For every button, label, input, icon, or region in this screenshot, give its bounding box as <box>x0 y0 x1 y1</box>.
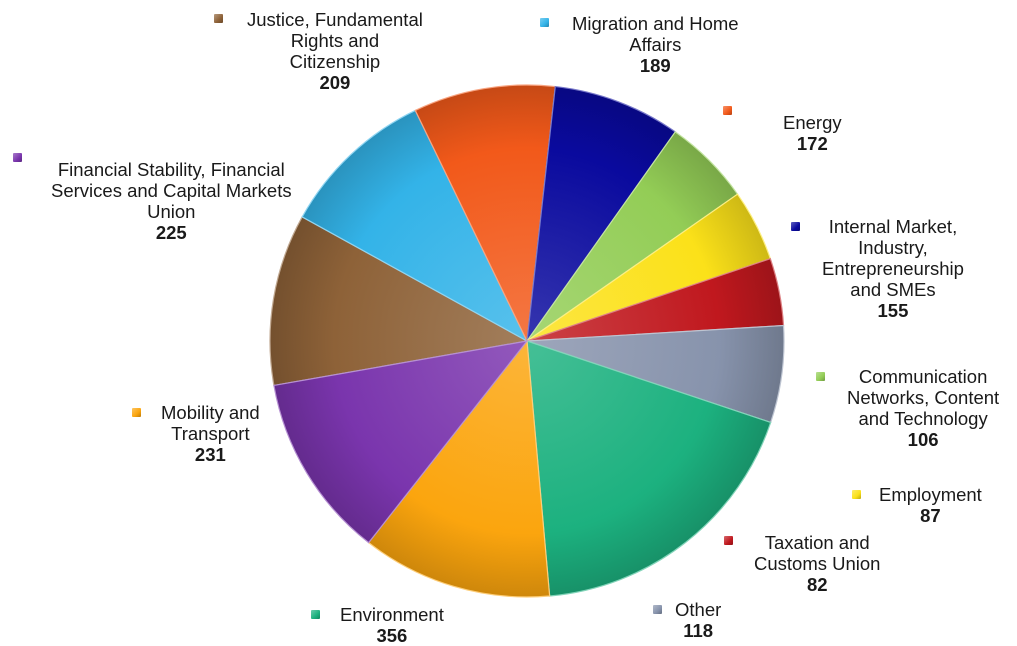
data-label-value: 189 <box>639 55 671 76</box>
data-label-value: 118 <box>683 620 714 641</box>
data-label-name-line: Mobility and <box>161 402 260 423</box>
data-label-value: 82 <box>806 574 828 595</box>
data-label-taxation-and-customs-union: Taxation and Customs Union 82 <box>754 532 880 595</box>
label-swatch-energy <box>723 106 732 115</box>
pie-slice-mobility-and-transport <box>367 339 551 598</box>
pie-slice-environment <box>526 340 772 597</box>
data-label-name-line: Migration and Home <box>572 13 739 34</box>
data-label-name-line: Transport <box>171 423 250 444</box>
label-swatch-employment <box>852 490 861 499</box>
data-label-name-line: and SMEs <box>850 279 936 300</box>
data-label-value: 155 <box>877 300 909 321</box>
label-swatch-justice-fundamental-rights-and-citizenship <box>214 14 223 23</box>
data-label-value: 209 <box>319 72 351 93</box>
data-label-name-line: Internal Market, <box>828 216 958 237</box>
data-label-communication-networks-content-and-technology: Communication Networks, Content and Techno… <box>847 366 999 450</box>
data-label-name-line: Citizenship <box>289 51 381 72</box>
label-swatch-communication-networks-content-and-technology <box>816 372 825 381</box>
data-label-value: 225 <box>155 222 187 243</box>
data-label-energy: Energy 172 <box>783 112 842 154</box>
data-label-name-line: Entrepreneurship <box>822 258 964 279</box>
data-label-internal-market-industry-entrepreneurship-and-smes: Internal Market, Industry, Entrepreneurshi… <box>822 216 964 321</box>
data-label-name-line: Employment <box>879 484 982 505</box>
data-label-other: Other 118 <box>675 599 721 641</box>
data-label-financial-stability-financial-services-and-capital-markets-union: Financial Stability, Financial Services a… <box>51 159 292 243</box>
data-label-name-line: Services and Capital Markets <box>51 180 292 201</box>
data-label-name-line: Communication <box>858 366 988 387</box>
data-label-name-line: Customs Union <box>754 553 881 574</box>
data-label-name-line: Industry, <box>858 237 928 258</box>
data-label-value: 356 <box>376 625 408 646</box>
data-label-name-line: Energy <box>783 112 842 133</box>
pie-slice-internal-market-industry-entrepreneurship-and-smes <box>526 85 677 344</box>
pie-slice-justice-fundamental-rights-and-citizenship <box>269 216 529 387</box>
label-swatch-internal-market-industry-entrepreneurship-and-smes <box>791 222 800 231</box>
pie-slice-migration-and-home-affairs <box>301 109 529 343</box>
data-label-value: 172 <box>796 133 828 154</box>
data-label-name-line: Networks, Content <box>847 387 1000 408</box>
data-label-name-line: and Technology <box>858 408 988 429</box>
label-swatch-taxation-and-customs-union <box>724 536 733 545</box>
data-label-mobility-and-transport: Mobility and Transport 231 <box>161 402 260 465</box>
data-label-name-line: Other <box>675 599 722 620</box>
pie-slices <box>269 84 785 598</box>
data-label-value: 106 <box>907 429 939 450</box>
data-label-employment: Employment 87 <box>879 484 982 526</box>
label-swatch-other <box>653 605 662 614</box>
label-swatch-financial-stability-financial-services-and-capital-markets-union <box>13 153 22 162</box>
data-label-name-line: Financial Stability, Financial <box>57 159 285 180</box>
data-label-value: 231 <box>194 444 226 465</box>
data-label-name-line: Taxation and <box>764 532 870 553</box>
pie-slice-energy <box>414 84 556 344</box>
pie-slice-financial-stability-financial-services-and-capital-markets-union <box>273 340 529 544</box>
data-label-name-line: Justice, Fundamental <box>247 9 423 30</box>
label-swatch-migration-and-home-affairs <box>540 18 549 27</box>
data-label-environment: Environment 356 <box>340 604 444 646</box>
data-label-justice-fundamental-rights-and-citizenship: Justice, Fundamental Rights and Citizenshi… <box>247 9 423 93</box>
data-label-name-line: Affairs <box>629 34 682 55</box>
data-label-migration-and-home-affairs: Migration and Home Affairs 189 <box>572 13 739 76</box>
data-label-name-line: Union <box>147 201 196 222</box>
data-label-name-line: Rights and <box>290 30 380 51</box>
data-label-value: 87 <box>920 505 941 526</box>
label-swatch-mobility-and-transport <box>132 408 141 417</box>
label-swatch-environment <box>311 610 320 619</box>
data-label-name-line: Environment <box>340 604 444 625</box>
